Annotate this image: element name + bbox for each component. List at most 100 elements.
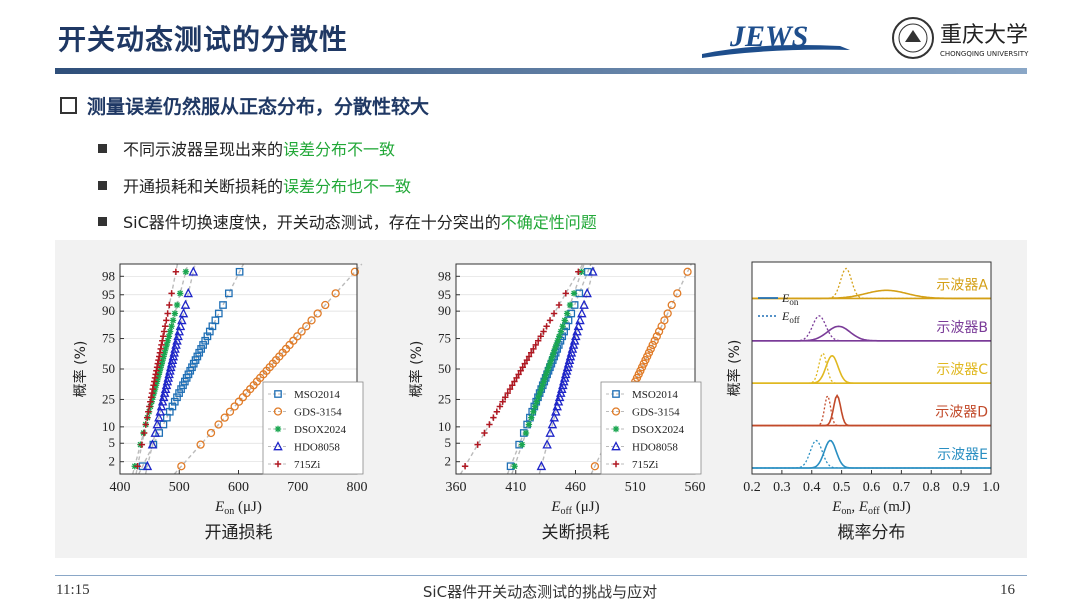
x-tick-label: 560 bbox=[685, 480, 706, 495]
data-point-MSO2014 bbox=[203, 332, 212, 341]
data-point-HDO8058 bbox=[173, 330, 183, 341]
data-point-715Zi bbox=[540, 328, 547, 335]
data-point-DSOX2024 bbox=[160, 353, 167, 360]
square-bullet-icon bbox=[98, 181, 107, 190]
y-tick-label: 95 bbox=[102, 287, 115, 302]
data-point-MSO2014 bbox=[168, 402, 177, 411]
data-point-DSOX2024 bbox=[531, 403, 539, 410]
data-point-GDS-3154 bbox=[648, 340, 657, 350]
data-point-DSOX2024 bbox=[563, 310, 571, 317]
legend-label-GDS-3154: GDS-3154 bbox=[632, 407, 680, 419]
legend-marker-715Zi bbox=[612, 460, 620, 468]
legend-marker-HDO8058 bbox=[611, 441, 621, 451]
page-number: 16 bbox=[1000, 582, 1015, 598]
x-tick-label: 360 bbox=[446, 480, 467, 495]
x-tick-label: 700 bbox=[287, 480, 308, 495]
main-bullet: 测量误差仍然服从正态分布，分散性较大 bbox=[60, 92, 429, 119]
density-on-示波器B bbox=[752, 325, 991, 342]
data-point-GDS-3154 bbox=[313, 309, 322, 318]
data-point-DSOX2024 bbox=[157, 364, 164, 371]
x-tick-label: 0.6 bbox=[863, 480, 881, 495]
legend-label-MSO2014: MSO2014 bbox=[294, 389, 340, 401]
data-point-MSO2014 bbox=[214, 309, 223, 318]
data-point-715Zi bbox=[546, 317, 554, 324]
data-point-715Zi bbox=[499, 398, 506, 405]
data-point-715Zi bbox=[502, 394, 509, 401]
data-point-DSOX2024 bbox=[166, 328, 174, 335]
sub-bullet-3-highlight: 不确定性问题 bbox=[500, 213, 597, 232]
data-point-DSOX2024 bbox=[163, 341, 170, 349]
sub-bullet-1: 不同示波器呈现出来的误差分布不一致 bbox=[98, 136, 395, 160]
data-point-715Zi bbox=[146, 403, 153, 410]
y-tick-label: 10 bbox=[438, 419, 451, 434]
square-bullet-icon bbox=[98, 217, 107, 226]
data-point-DSOX2024 bbox=[518, 441, 526, 448]
data-point-715Zi bbox=[534, 337, 542, 344]
data-point-715Zi bbox=[160, 328, 168, 335]
data-point-GDS-3154 bbox=[667, 300, 676, 310]
density-on-示波器E bbox=[752, 439, 991, 469]
legend-marker-HDO8058 bbox=[273, 441, 283, 451]
legend-label-DSOX2024: DSOX2024 bbox=[632, 424, 684, 436]
data-point-HDO8058 bbox=[188, 266, 199, 276]
data-point-GDS-3154 bbox=[302, 322, 311, 331]
legend-label-HDO8058: HDO8058 bbox=[294, 442, 340, 454]
data-point-MSO2014 bbox=[197, 345, 205, 353]
sub-bullet-2: 开通损耗和关断损耗的误差分布也不一致 bbox=[98, 173, 411, 197]
data-point-GDS-3154 bbox=[663, 309, 672, 318]
y-tick-label: 25 bbox=[438, 391, 451, 406]
legend-marker-MSO2014 bbox=[612, 390, 620, 398]
data-point-GDS-3154 bbox=[321, 300, 330, 310]
legend-off-label: Eoff bbox=[781, 309, 800, 325]
x-tick-label: 410 bbox=[505, 480, 526, 495]
data-point-HDO8058 bbox=[142, 460, 153, 471]
data-point-715Zi bbox=[493, 408, 501, 415]
data-point-715Zi bbox=[575, 268, 582, 275]
x-tick-label: 460 bbox=[565, 480, 586, 495]
data-point-GDS-3154 bbox=[652, 332, 661, 341]
data-point-HDO8058 bbox=[542, 439, 552, 449]
data-point-DSOX2024 bbox=[553, 341, 560, 349]
data-point-DSOX2024 bbox=[164, 337, 171, 344]
legend-label-MSO2014: MSO2014 bbox=[632, 389, 678, 401]
data-point-715Zi bbox=[140, 429, 148, 437]
data-point-715Zi bbox=[158, 341, 165, 349]
panel-label: 示波器E bbox=[937, 447, 988, 463]
data-point-DSOX2024 bbox=[554, 337, 561, 344]
data-point-HDO8058 bbox=[154, 412, 164, 422]
data-point-715Zi bbox=[562, 290, 569, 297]
data-point-GDS-3154 bbox=[331, 289, 340, 298]
jews-swoosh-icon bbox=[702, 45, 850, 58]
data-point-DSOX2024 bbox=[171, 310, 179, 317]
data-point-715Zi bbox=[145, 408, 152, 415]
data-point-HDO8058 bbox=[552, 401, 562, 411]
data-point-DSOX2024 bbox=[544, 367, 551, 374]
data-point-HDO8058 bbox=[577, 308, 587, 318]
data-point-HDO8058 bbox=[178, 308, 189, 318]
data-point-HDO8058 bbox=[175, 320, 186, 331]
legend-label-DSOX2024: DSOX2024 bbox=[294, 424, 346, 436]
data-point-HDO8058 bbox=[588, 266, 598, 276]
x-tick-label: 400 bbox=[110, 480, 131, 495]
logo-area: JEWS 重庆大学 CHONGQING UNIVERSITY bbox=[702, 17, 1029, 59]
y-tick-label: 75 bbox=[102, 331, 115, 346]
data-point-DSOX2024 bbox=[533, 398, 540, 405]
plot-frame bbox=[455, 263, 696, 475]
density-off-示波器D bbox=[752, 395, 991, 427]
data-point-GDS-3154 bbox=[214, 420, 223, 429]
data-point-MSO2014 bbox=[173, 393, 181, 402]
data-point-HDO8058 bbox=[579, 299, 589, 309]
data-point-GDS-3154 bbox=[220, 413, 229, 422]
legend-label-715Zi: 715Zi bbox=[294, 459, 320, 471]
y-tick-label: 5 bbox=[445, 435, 452, 450]
data-point-DSOX2024 bbox=[535, 394, 542, 401]
chart-caption: 概率分布 bbox=[838, 523, 906, 543]
data-point-DSOX2024 bbox=[551, 345, 559, 353]
data-point-DSOX2024 bbox=[542, 371, 550, 378]
data-point-715Zi bbox=[142, 421, 150, 428]
data-point-DSOX2024 bbox=[511, 463, 518, 470]
x-tick-label: 1.0 bbox=[982, 480, 1000, 495]
x-tick-label: 0.2 bbox=[743, 480, 761, 495]
